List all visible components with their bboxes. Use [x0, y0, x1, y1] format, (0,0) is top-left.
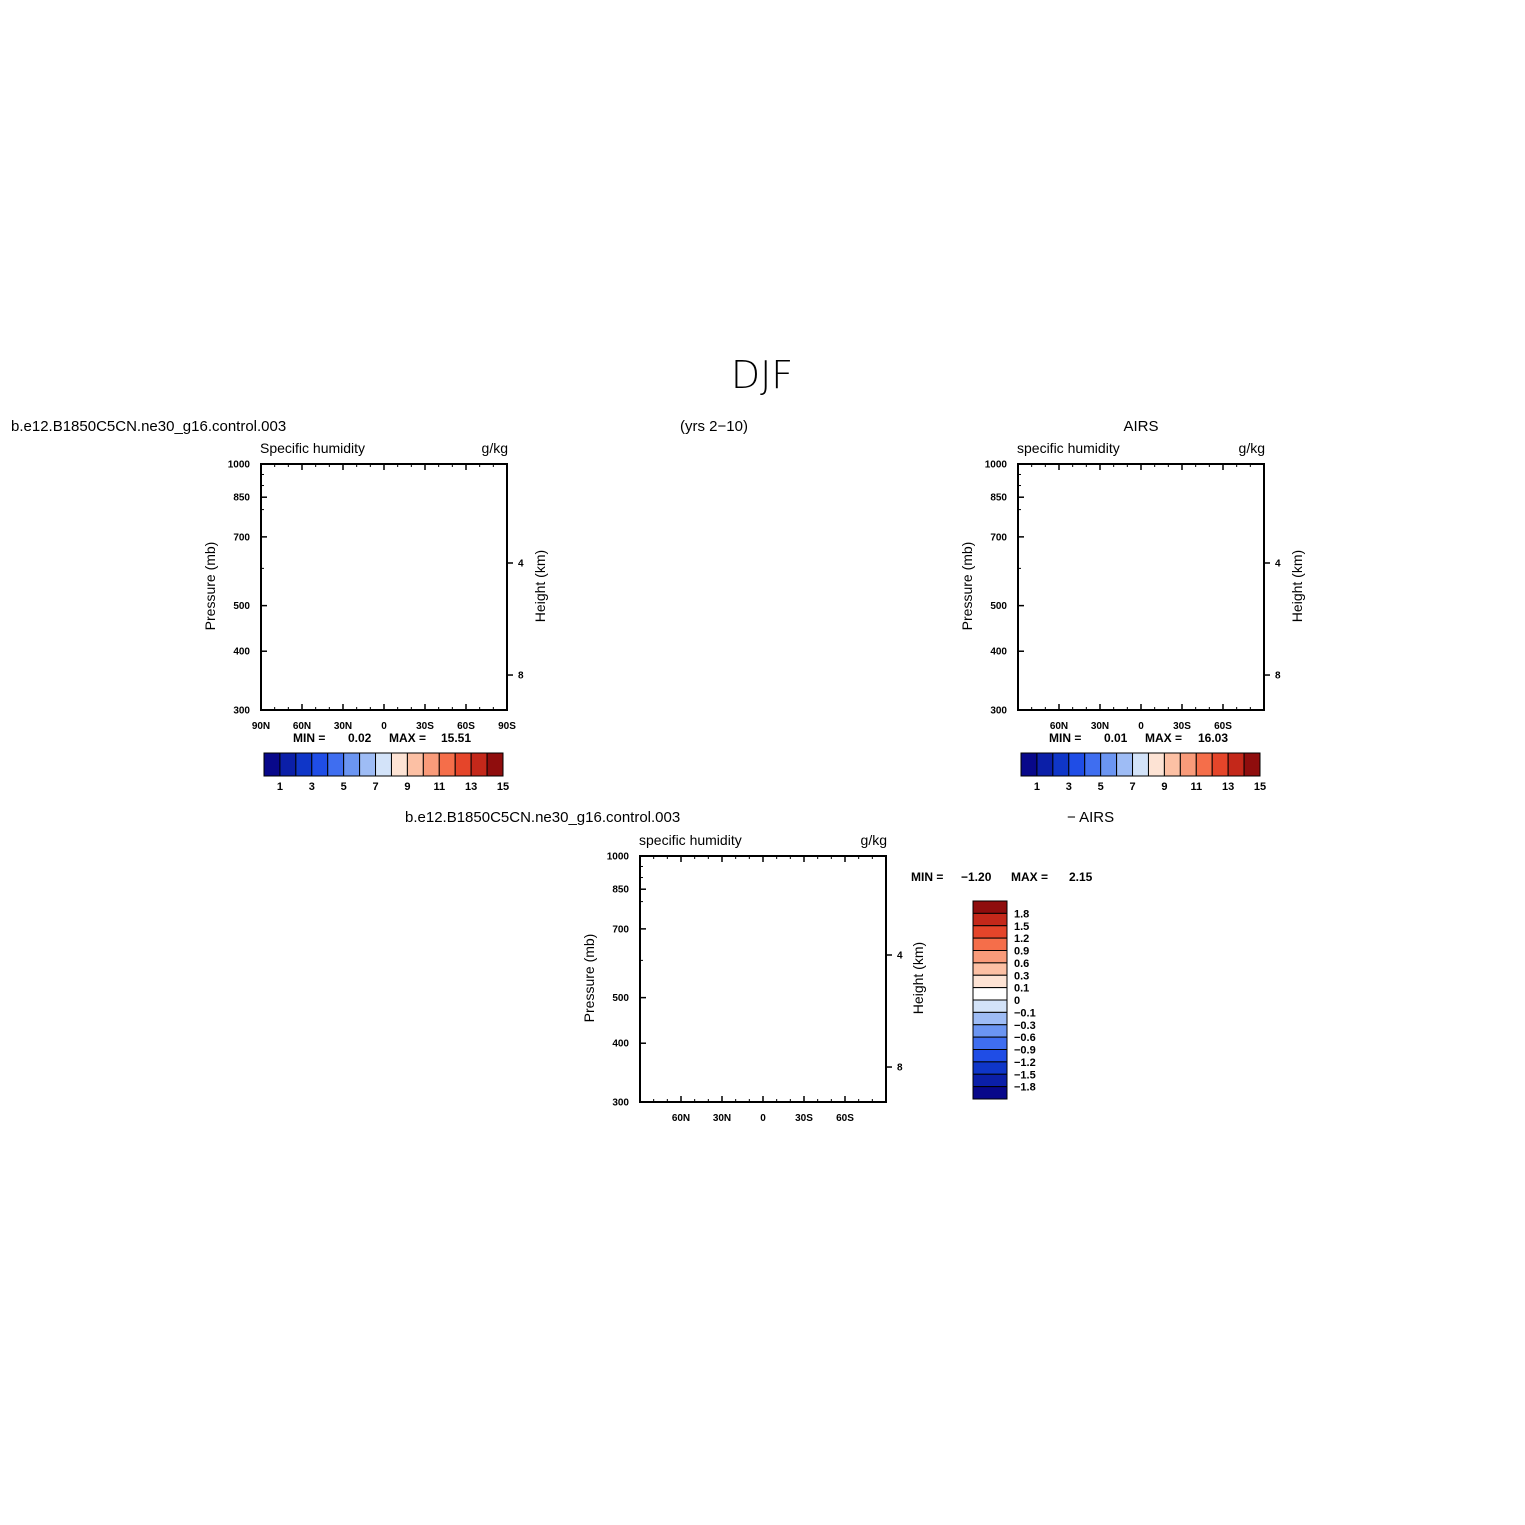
- panel-title: Specific humidity: [260, 440, 365, 456]
- panel-units: g/kg: [482, 440, 508, 456]
- panel-model: b.e12.B1850C5CN.ne30_g16.control.003 Spe…: [11, 418, 548, 793]
- panel-case-label: b.e12.B1850C5CN.ne30_g16.control.003: [11, 418, 286, 435]
- page-title: DJF: [731, 353, 793, 397]
- period-label: (yrs 2−10): [680, 418, 748, 435]
